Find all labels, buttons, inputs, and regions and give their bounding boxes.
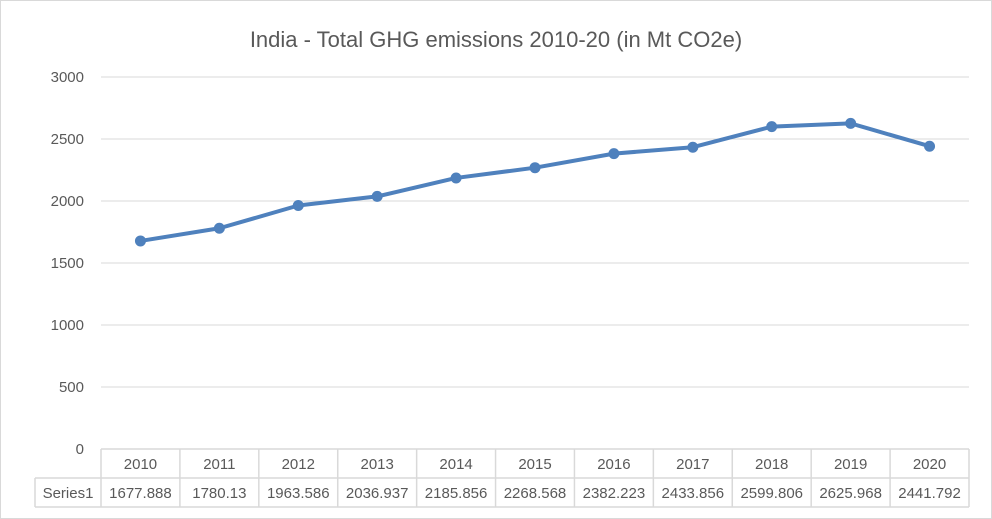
data-table: Series1 2010 1677.888 2011 1780.13 2012 1963.5… [34,448,970,508]
x-tick-label: 2014 [439,456,472,473]
data-point [924,140,936,152]
y-tick-label: 500 [59,379,84,396]
data-label: 2599.806 [740,485,803,502]
data-point [134,235,146,247]
data-label: 2382.223 [583,485,646,502]
x-tick-label: 2013 [360,456,393,473]
data-label: 2268.568 [504,485,567,502]
data-point [371,190,383,202]
y-tick-label: 2000 [51,193,84,210]
y-tick-label: 1500 [51,255,84,272]
chart-title: India - Total GHG emissions 2010-20 (in … [250,27,742,52]
data-point [450,172,462,184]
data-point [766,121,778,133]
y-tick-label: 2500 [51,131,84,148]
data-label: 2185.856 [425,485,488,502]
data-label: 2625.968 [819,485,882,502]
data-point [529,162,541,174]
x-tick-label: 2017 [676,456,709,473]
x-tick-label: 2012 [282,456,315,473]
y-tick-label: 3000 [51,69,84,86]
x-tick-label: 2018 [755,456,788,473]
data-label: 2441.792 [898,485,961,502]
data-point [608,148,620,160]
x-tick-label: 2020 [913,456,946,473]
y-tick-label: 0 [76,441,84,458]
gridlines [101,76,969,388]
data-label: 1677.888 [109,485,172,502]
legend-series-name: Series1 [43,485,94,502]
data-point [687,141,699,153]
data-point [845,117,857,129]
y-tick-label: 1000 [51,317,84,334]
data-point [292,200,304,212]
x-tick-label: 2019 [834,456,867,473]
y-axis-ticks: 0 500 1000 1500 2000 2500 3000 [51,69,84,458]
data-label: 1780.13 [192,485,246,502]
data-label: 2433.856 [662,485,725,502]
data-label: 2036.937 [346,485,409,502]
x-tick-label: 2010 [124,456,157,473]
data-point [213,222,225,234]
x-tick-label: 2011 [203,456,235,473]
x-tick-label: 2016 [597,456,630,473]
data-label: 1963.586 [267,485,330,502]
series-line-group [134,117,936,247]
x-tick-label: 2015 [518,456,551,473]
